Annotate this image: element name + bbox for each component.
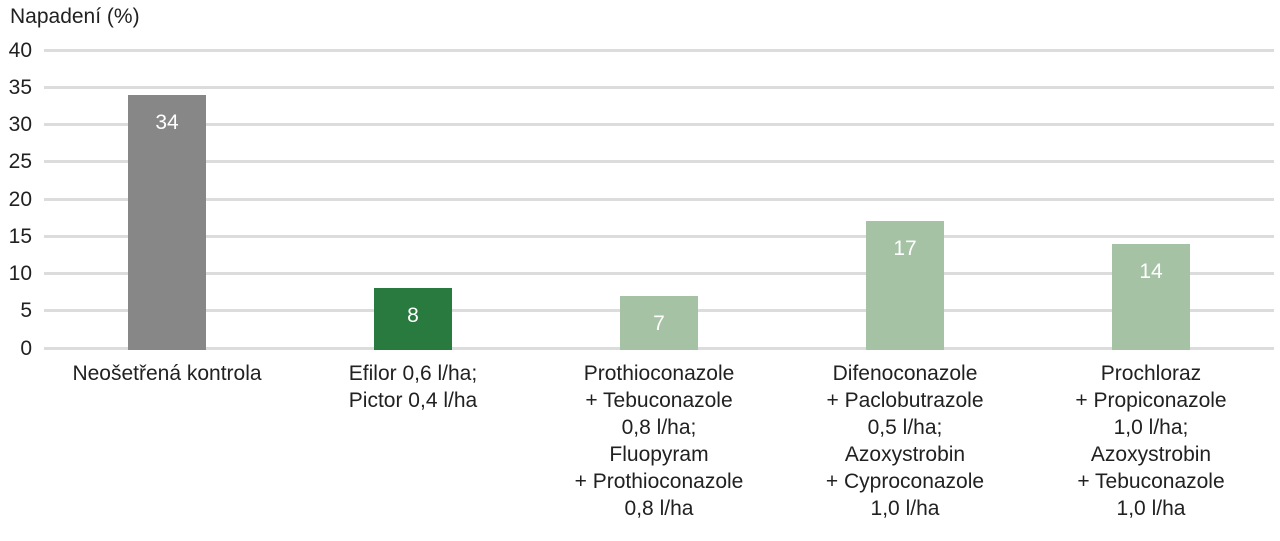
gridline-25 [44, 160, 1274, 164]
bar-value-label: 17 [893, 237, 917, 261]
y-tick-label-25: 25 [8, 150, 32, 174]
x-axis-category-label: Neošetřená kontrola [72, 362, 262, 385]
bar: 7 [620, 295, 698, 350]
gridline-40 [44, 48, 1274, 52]
y-tick-label-15: 15 [8, 224, 32, 248]
y-tick-label-20: 20 [8, 187, 32, 211]
y-tick-label-40: 40 [8, 38, 32, 62]
gridline-20 [44, 197, 1274, 201]
bar: 34 [128, 94, 206, 350]
bar: 8 [374, 288, 452, 350]
gridline-30 [44, 123, 1274, 126]
bar-value-label: 8 [407, 304, 419, 328]
chart-title: Napadení (%) [10, 5, 140, 28]
x-axis-category-label: Prothioconazole + Tebuconazole 0,8 l/ha;… [574, 362, 744, 520]
bar: 17 [866, 221, 944, 350]
gridline-15 [44, 234, 1274, 238]
x-axis-category-label: Efilor 0,6 l/ha; Pictor 0,4 l/ha [348, 362, 478, 412]
y-tick-label-30: 30 [8, 113, 32, 136]
x-axis-category-label: Prochloraz + Propiconazole 1,0 l/ha; Azo… [1075, 362, 1227, 520]
y-tick-label-35: 35 [8, 75, 32, 99]
bar: 14 [1112, 243, 1190, 350]
y-tick-label-0: 0 [20, 336, 32, 360]
gridline-35 [44, 85, 1274, 89]
y-tick-label-10: 10 [8, 262, 32, 285]
bar-value-label: 7 [653, 311, 665, 335]
bar-value-label: 14 [1139, 259, 1163, 283]
gridline-10 [44, 272, 1274, 275]
y-tick-label-5: 5 [20, 299, 32, 323]
x-axis-category-label: Difenoconazole + Paclobutrazole 0,5 l/ha… [825, 362, 985, 520]
bar-value-label: 34 [155, 110, 179, 134]
